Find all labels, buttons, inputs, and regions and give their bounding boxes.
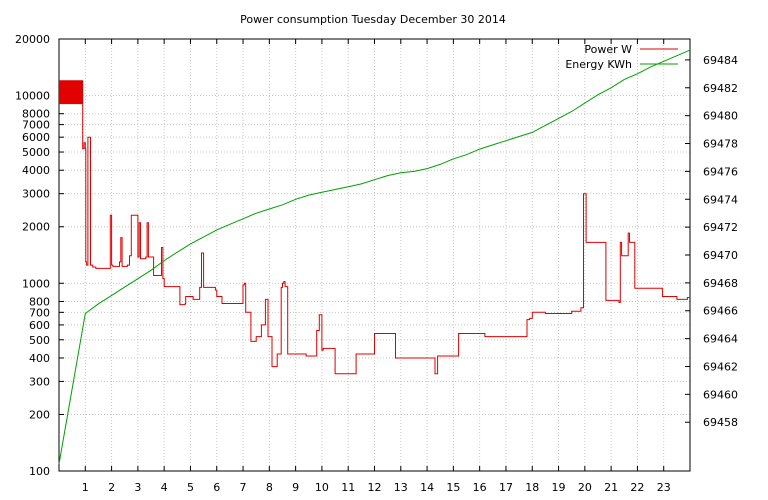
y2-tick-label: 69482 (703, 82, 738, 95)
y-tick-label: 300 (29, 375, 50, 388)
y2-tick-label: 69458 (703, 416, 738, 429)
y2-tick-label: 69478 (703, 138, 738, 151)
chart-legend: Power W Energy KWh (565, 43, 678, 71)
y2-tick-label: 69460 (703, 388, 738, 401)
y2-tick-label: 69470 (703, 249, 738, 262)
x-tick-label: 2 (108, 481, 115, 494)
y-tick-label: 700 (29, 306, 50, 319)
x-tick-label: 7 (240, 481, 247, 494)
y-tick-label: 8000 (22, 108, 50, 121)
y2-tick-label: 69476 (703, 165, 738, 178)
x-tick-label: 1 (82, 481, 89, 494)
x-tick-label: 15 (446, 481, 460, 494)
x-tick-label: 11 (341, 481, 355, 494)
x-tick-label: 9 (292, 481, 299, 494)
x-tick-label: 18 (525, 481, 539, 494)
x-tick-label: 12 (368, 481, 382, 494)
y-tick-label: 10000 (15, 90, 50, 103)
y-tick-label: 1000 (22, 277, 50, 290)
power-high-block (59, 80, 83, 105)
chart-title: Power consumption Tuesday December 30 20… (240, 13, 506, 26)
y2-tick-label: 69464 (703, 333, 738, 346)
plot-frame (58, 38, 691, 472)
x-tick-label: 23 (657, 481, 671, 494)
legend-label: Power W (584, 43, 632, 56)
y-tick-label: 20000 (15, 33, 50, 46)
x-tick-label: 19 (552, 481, 566, 494)
x-tick-label: 8 (266, 481, 273, 494)
x-tick-label: 14 (420, 481, 434, 494)
y-tick-label: 7000 (22, 119, 50, 132)
y-tick-label: 2000 (22, 221, 50, 234)
x-tick-label: 10 (315, 481, 329, 494)
series-layer (58, 49, 691, 465)
x-tick-label: 16 (473, 481, 487, 494)
y2-tick-label: 69480 (703, 110, 738, 123)
x-tick-label: 22 (630, 481, 644, 494)
legend-label: Energy KWh (565, 58, 632, 71)
y-tick-label: 600 (29, 319, 50, 332)
y-tick-label: 100 (29, 465, 50, 478)
x-tick-label: 4 (161, 481, 168, 494)
y2-tick-label: 69474 (703, 193, 738, 206)
y2-tick-label: 69468 (703, 277, 738, 290)
axes-layer: 1 2 3 4 5 6 7 8 9 10 11 12 13 14 15 16 17 18 19 20 21 22 23100… (15, 33, 738, 494)
x-tick-label: 5 (187, 481, 194, 494)
x-tick-label: 21 (604, 481, 618, 494)
y-tick-label: 6000 (22, 131, 50, 144)
x-tick-label: 6 (213, 481, 220, 494)
y-tick-label: 500 (29, 334, 50, 347)
y-tick-label: 3000 (22, 188, 50, 201)
y-tick-label: 200 (29, 408, 50, 421)
x-tick-label: 3 (134, 481, 141, 494)
y-tick-label: 800 (29, 295, 50, 308)
y2-tick-label: 69466 (703, 305, 738, 318)
series-line-1 (58, 49, 691, 465)
y-tick-label: 5000 (22, 146, 50, 159)
x-tick-label: 20 (578, 481, 592, 494)
y-tick-label: 4000 (22, 164, 50, 177)
y2-tick-label: 69472 (703, 221, 738, 234)
x-tick-label: 13 (394, 481, 408, 494)
y2-tick-label: 69484 (703, 54, 738, 67)
y-tick-label: 400 (29, 352, 50, 365)
series-line-0 (59, 80, 690, 375)
x-tick-label: 17 (499, 481, 513, 494)
grid-layer (59, 38, 690, 472)
y2-tick-label: 69462 (703, 360, 738, 373)
